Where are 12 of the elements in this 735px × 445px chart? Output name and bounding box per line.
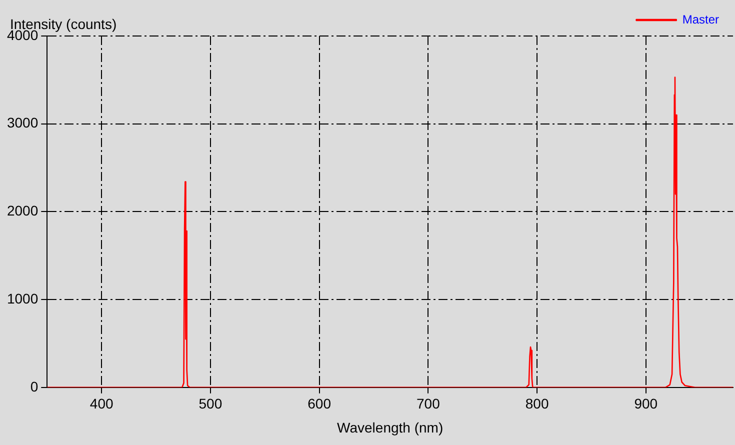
x-tick-label: 500	[198, 396, 222, 412]
x-tick-label: 700	[416, 396, 440, 412]
x-tick-label: 900	[634, 396, 658, 412]
x-tick-label: 600	[308, 396, 332, 412]
y-tick-label: 1000	[6, 290, 38, 306]
x-axis-title: Wavelength (nm)	[337, 419, 444, 436]
y-tick-label: 2000	[6, 202, 38, 219]
y-tick-label: 0	[30, 378, 38, 394]
legend-label: Master	[682, 12, 720, 26]
y-tick-label: 3000	[6, 114, 38, 131]
x-tick-label: 400	[90, 396, 114, 412]
x-tick-label: 800	[525, 396, 549, 412]
